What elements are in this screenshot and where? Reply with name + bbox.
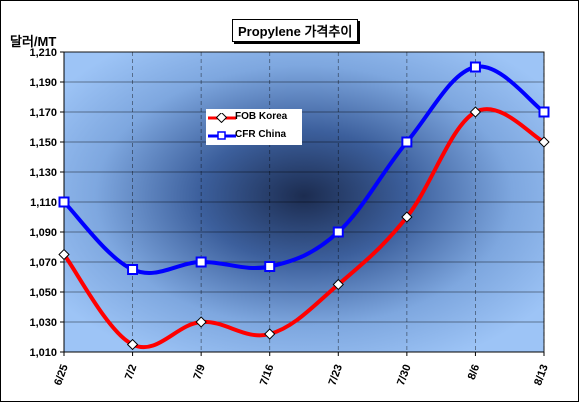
legend: FOB Korea CFR China: [206, 109, 302, 145]
series-line-cfr-china: [62, 64, 546, 275]
data-point-fob-korea: [126, 338, 139, 351]
x-tick-label: 7/23: [327, 363, 346, 387]
x-tick-label: 7/9: [191, 363, 208, 381]
legend-label-fob-korea: FOB Korea: [235, 111, 288, 122]
data-point-cfr-china: [58, 196, 70, 208]
y-tick-label: 1,030: [29, 317, 57, 329]
x-tick-label: 7/16: [258, 363, 277, 387]
x-tick-label: 6/25: [52, 363, 71, 387]
legend-swatch-fob-korea: [208, 113, 236, 123]
y-tick-label: 1,010: [29, 347, 57, 359]
x-tick-label: 7/30: [395, 363, 414, 387]
data-point-fob-korea: [264, 328, 276, 340]
y-tick-label: 1,170: [29, 107, 57, 119]
y-tick-label: 1,090: [29, 227, 57, 239]
y-tick-label: 1,110: [30, 197, 57, 209]
legend-item-cfr-china: CFR China: [206, 128, 302, 144]
legend-swatch-cfr-china: [208, 131, 236, 140]
data-point-fob-korea: [58, 248, 70, 261]
data-point-fob-korea: [538, 136, 550, 148]
y-tick-label: 1,190: [29, 77, 57, 89]
data-point-cfr-china: [469, 61, 481, 73]
gridlines: [63, 51, 545, 353]
legend-label-cfr-china: CFR China: [235, 129, 287, 140]
y-tick-label: 1,130: [29, 167, 57, 179]
y-tick-label: 1,050: [29, 287, 57, 299]
y-tick-label: 1,210: [29, 47, 57, 59]
data-point-cfr-china: [401, 136, 413, 148]
data-point-cfr-china: [332, 226, 344, 238]
legend-item-fob-korea: FOB Korea: [206, 110, 302, 126]
y-tick-label: 1,070: [29, 257, 57, 269]
y-tick-label: 1,150: [29, 137, 57, 149]
data-point-cfr-china: [127, 264, 139, 275]
data-point-cfr-china: [195, 256, 207, 268]
series-markers: [58, 61, 550, 351]
x-tick-label: 8/13: [532, 363, 551, 387]
data-point-cfr-china: [538, 106, 550, 118]
data-point-fob-korea: [401, 211, 413, 223]
data-point-fob-korea: [469, 106, 482, 118]
data-point-fob-korea: [332, 278, 344, 291]
data-point-fob-korea: [195, 316, 207, 328]
data-point-cfr-china: [264, 261, 276, 272]
x-tick-label: 7/2: [123, 363, 140, 381]
chart-title: Propylene 가격추이: [232, 19, 359, 42]
x-tick-label: 8/6: [466, 363, 483, 381]
y-axis-label: 달러/MT: [10, 34, 57, 49]
